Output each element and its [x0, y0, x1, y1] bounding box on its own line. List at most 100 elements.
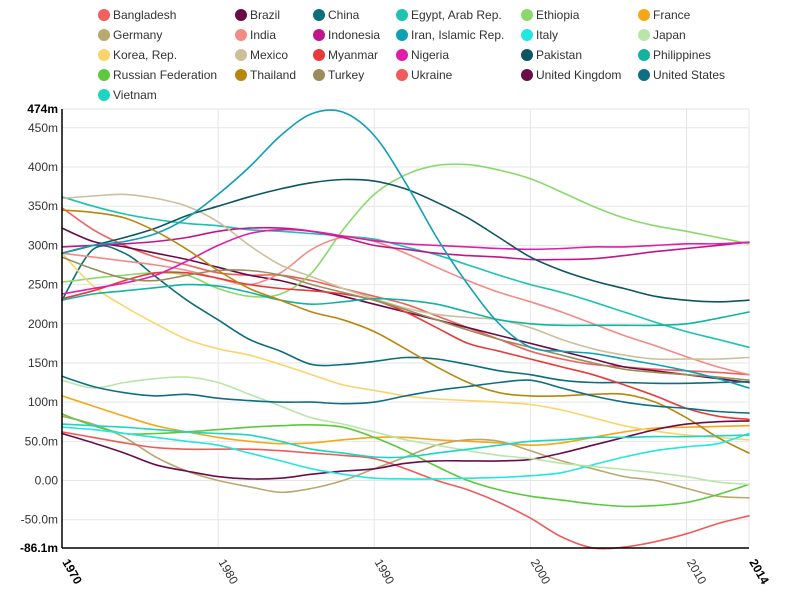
- y-tick-label: 250m: [28, 278, 58, 292]
- series-line-indonesia[interactable]: [61, 226, 750, 261]
- legend-swatch: [521, 9, 533, 21]
- legend-label: India: [250, 28, 276, 42]
- legend-item-japan[interactable]: Japan: [638, 28, 686, 42]
- legend-item-mexico[interactable]: Mexico: [235, 48, 288, 62]
- legend-item-ethiopia[interactable]: Ethiopia: [521, 8, 580, 22]
- y-tick-label: 474m: [27, 102, 58, 116]
- series-line-russian-federation[interactable]: [61, 413, 750, 508]
- series-line-mexico[interactable]: [61, 193, 750, 361]
- legend-item-united-kingdom[interactable]: United Kingdom: [521, 68, 621, 82]
- legend-item-egypt-arab-rep[interactable]: Egypt, Arab Rep.: [396, 8, 502, 22]
- legend-swatch: [396, 29, 408, 41]
- legend-swatch: [521, 49, 533, 61]
- legend-swatch: [396, 49, 408, 61]
- legend-swatch: [638, 49, 650, 61]
- legend-label: Russian Federation: [113, 68, 217, 82]
- legend-label: Iran, Islamic Rep.: [411, 28, 504, 42]
- legend-item-thailand[interactable]: Thailand: [235, 68, 296, 82]
- series-line-philippines[interactable]: [61, 283, 750, 327]
- series-line-italy[interactable]: [61, 426, 750, 480]
- y-tick-label: 450m: [28, 121, 58, 135]
- legend-item-india[interactable]: India: [235, 28, 276, 42]
- legend-swatch: [98, 49, 110, 61]
- legend-swatch: [98, 9, 110, 21]
- legend-swatch: [313, 49, 325, 61]
- series-line-united-states[interactable]: [61, 375, 750, 414]
- series-line-nigeria[interactable]: [61, 228, 750, 295]
- x-tick-label: 1970: [59, 557, 85, 587]
- x-tick-label: 2010: [684, 557, 710, 587]
- x-tick-label: 2014: [746, 557, 772, 587]
- legend-item-pakistan[interactable]: Pakistan: [521, 48, 582, 62]
- legend-swatch: [313, 29, 325, 41]
- legend-swatch: [98, 89, 110, 101]
- legend-swatch: [638, 29, 650, 41]
- legend-label: Brazil: [250, 8, 280, 22]
- legend-swatch: [521, 29, 533, 41]
- series-line-korea-rep[interactable]: [61, 252, 750, 441]
- series-line-united-kingdom[interactable]: [61, 420, 750, 480]
- legend-item-vietnam[interactable]: Vietnam: [98, 88, 157, 102]
- legend-label: Vietnam: [113, 88, 157, 102]
- legend-label: China: [328, 8, 360, 22]
- y-tick-label: -86.1m: [20, 541, 58, 555]
- series-line-ethiopia[interactable]: [61, 163, 750, 298]
- series-line-india[interactable]: [61, 236, 750, 376]
- series-line-pakistan[interactable]: [61, 178, 750, 303]
- legend-item-nigeria[interactable]: Nigeria: [396, 48, 449, 62]
- legend-swatch: [235, 29, 247, 41]
- legend-label: France: [653, 8, 691, 22]
- series-line-japan[interactable]: [61, 376, 750, 486]
- legend-item-italy[interactable]: Italy: [521, 28, 558, 42]
- legend-label: Thailand: [250, 68, 296, 82]
- legend-label: Egypt, Arab Rep.: [411, 8, 502, 22]
- series-line-iran-islamic-rep[interactable]: [61, 109, 750, 389]
- x-tick-label: 1980: [216, 557, 242, 587]
- legend-item-philippines[interactable]: Philippines: [638, 48, 711, 62]
- legend-label: Bangladesh: [113, 8, 176, 22]
- legend-swatch: [521, 69, 533, 81]
- legend-label: Mexico: [250, 48, 288, 62]
- y-tick-label: 350m: [28, 199, 58, 213]
- legend-item-korea-rep[interactable]: Korea, Rep.: [98, 48, 177, 62]
- legend-swatch: [235, 9, 247, 21]
- legend-item-ukraine[interactable]: Ukraine: [396, 68, 453, 82]
- legend-label: Germany: [113, 28, 162, 42]
- legend-item-france[interactable]: France: [638, 8, 691, 22]
- legend-swatch: [98, 69, 110, 81]
- legend-label: United Kingdom: [536, 68, 621, 82]
- legend-item-turkey[interactable]: Turkey: [313, 68, 364, 82]
- legend-item-indonesia[interactable]: Indonesia: [313, 28, 380, 42]
- legend-label: Turkey: [328, 68, 364, 82]
- legend: Bangladesh Brazil China Egypt, Arab Rep. Eth…: [98, 8, 725, 102]
- series-line-turkey[interactable]: [61, 256, 750, 381]
- legend-swatch: [396, 9, 408, 21]
- series-line-china[interactable]: [61, 245, 750, 385]
- series-line-vietnam[interactable]: [61, 423, 750, 459]
- legend-item-germany[interactable]: Germany: [98, 28, 162, 42]
- legend-item-brazil[interactable]: Brazil: [235, 8, 280, 22]
- series-line-france[interactable]: [61, 395, 750, 446]
- series-line-brazil[interactable]: [61, 227, 750, 384]
- legend-label: United States: [653, 68, 725, 82]
- series-line-myanmar[interactable]: [61, 271, 750, 421]
- legend-item-iran-islamic-rep[interactable]: Iran, Islamic Rep.: [396, 28, 504, 42]
- legend-item-russian-federation[interactable]: Russian Federation: [98, 68, 217, 82]
- legend-swatch: [313, 69, 325, 81]
- legend-swatch: [638, 69, 650, 81]
- y-tick-label: 150m: [28, 356, 58, 370]
- legend-swatch: [638, 9, 650, 21]
- series-line-thailand[interactable]: [61, 209, 750, 454]
- y-tick-label: 100m: [28, 395, 58, 409]
- series-line-ukraine[interactable]: [61, 431, 750, 550]
- y-tick-label: 200m: [28, 317, 58, 331]
- y-tick-label: 50.0m: [25, 434, 58, 448]
- legend-label: Ukraine: [411, 68, 453, 82]
- legend-item-myanmar[interactable]: Myanmar: [313, 48, 378, 62]
- legend-item-bangladesh[interactable]: Bangladesh: [98, 8, 176, 22]
- legend-item-united-states[interactable]: United States: [638, 68, 725, 82]
- legend-label: Philippines: [653, 48, 711, 62]
- legend-label: Ethiopia: [536, 8, 580, 22]
- legend-item-china[interactable]: China: [313, 8, 360, 22]
